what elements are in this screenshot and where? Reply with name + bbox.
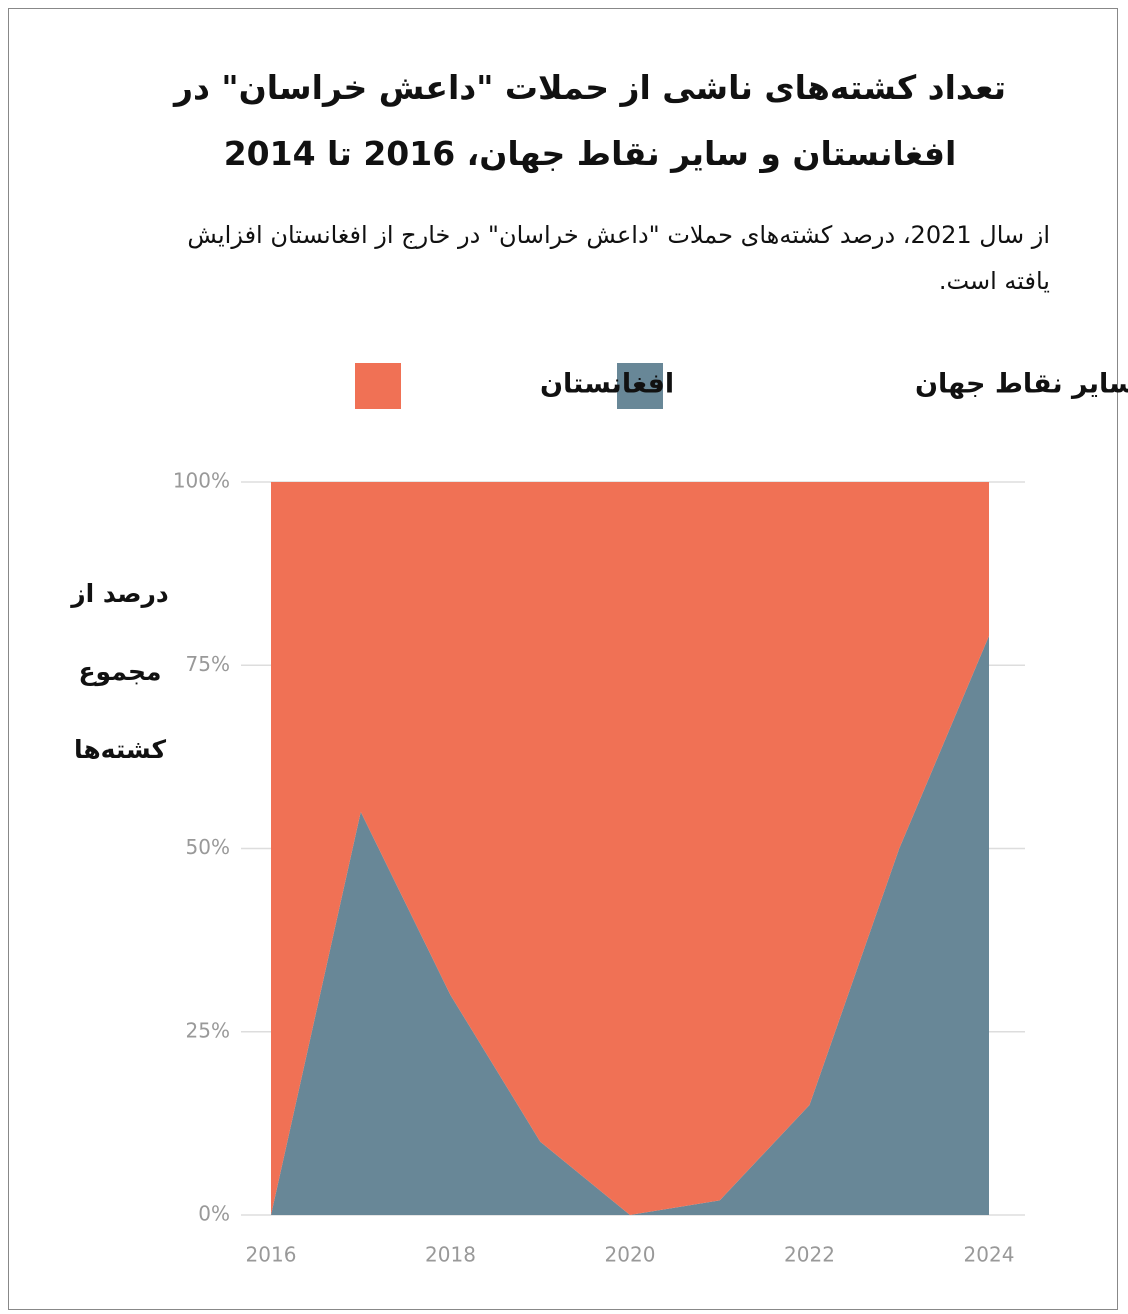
frame: [8, 8, 1118, 1310]
y-axis-label: درصد از مجموع کشته‌ها: [71, 579, 169, 764]
legend-swatch: [355, 363, 401, 409]
y-tick-label: 100%: [173, 469, 230, 493]
chart-subtitle: از سال 2021، درصد کشته‌های حملات "داعش خ…: [187, 221, 1050, 295]
area: [271, 482, 989, 1215]
legend-swatch: [617, 363, 663, 409]
y-tick-label: 50%: [186, 835, 230, 859]
x-tick-label: 2018: [425, 1243, 476, 1267]
x-tick-label: 2024: [964, 1243, 1015, 1267]
y-tick-label: 25%: [186, 1018, 230, 1042]
x-tick-label: 2020: [605, 1243, 656, 1267]
x-tick-label: 2016: [246, 1243, 297, 1267]
y-tick-label: 75%: [186, 652, 230, 676]
x-tick-label: 2022: [784, 1243, 835, 1267]
legend-label: سایر نقاط جهان: [915, 369, 1128, 400]
chart-title: تعداد کشته‌های ناشی از حملات "داعش خراسا…: [174, 68, 1006, 173]
area: [271, 635, 989, 1215]
y-tick-label: 0%: [198, 1202, 230, 1226]
legend-label: افغانستان: [540, 369, 674, 400]
